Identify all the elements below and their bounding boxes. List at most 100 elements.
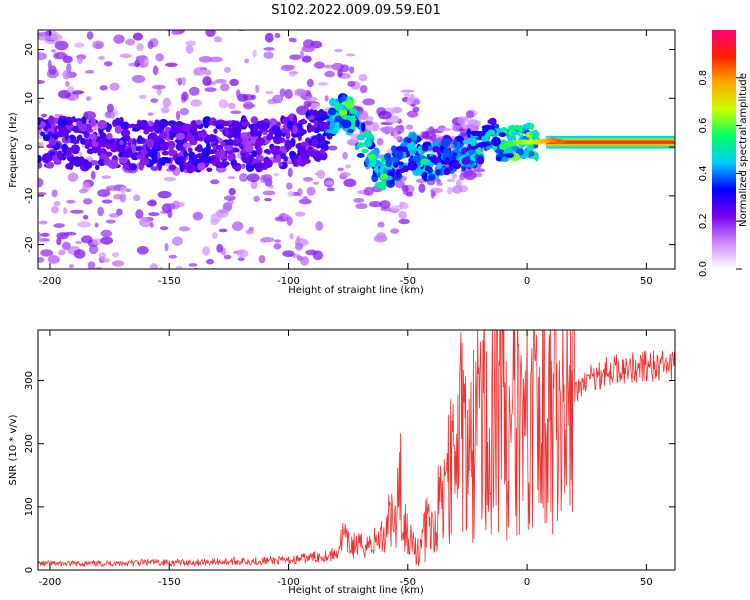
spectrogram-cell — [47, 255, 60, 264]
spectrogram-cell — [38, 31, 51, 37]
spectrogram-cell — [314, 119, 319, 128]
spectrogram-cell — [223, 67, 232, 73]
spectrogram-x-tick-label: -50 — [400, 276, 416, 287]
spectrogram-cell — [302, 195, 309, 205]
spectrogram-cell — [325, 128, 334, 134]
spectrogram-cell — [146, 138, 155, 149]
spectrogram-cell — [248, 226, 255, 232]
spectrogram-cell — [301, 240, 310, 245]
spectrogram-cell — [141, 216, 148, 223]
spectrogram-cell — [309, 22, 314, 28]
spectrogram-cell — [223, 195, 236, 201]
spectrogram-cell — [105, 219, 116, 224]
spectrogram-cell — [198, 55, 213, 63]
spectrogram-cell — [223, 254, 232, 260]
spectrogram-cell — [159, 131, 168, 140]
spectrogram-cell — [256, 131, 262, 138]
spectrogram-cell — [103, 258, 111, 263]
colorbar-tick-label: 0.2 — [698, 213, 709, 229]
spectrogram-cell — [398, 124, 404, 130]
spectrogram-cell — [188, 263, 198, 267]
spectrogram-y-tick-label: 0 — [24, 144, 35, 150]
spectrogram-cell — [451, 185, 463, 194]
spectrogram-cell — [120, 121, 130, 131]
spectrogram-cell — [160, 141, 170, 148]
spectrogram-cell — [297, 148, 304, 154]
spectrogram-cell — [149, 263, 159, 269]
spectrogram-cell — [279, 88, 286, 98]
spectrogram-cell — [175, 132, 186, 141]
spectrogram-cell — [147, 40, 154, 50]
spectrogram-cell — [66, 63, 72, 74]
spectrogram-y-tick-label: 20 — [24, 43, 35, 56]
spectrogram-cell — [376, 137, 384, 146]
spectrogram-cell — [395, 180, 405, 189]
spectrogram-cell — [262, 190, 276, 196]
spectrogram-cell — [461, 157, 470, 165]
spectrogram-cell — [38, 154, 42, 163]
spectrogram-cell — [401, 184, 409, 193]
spectrogram-hotspot — [368, 153, 377, 160]
spectrogram-cell — [143, 130, 150, 135]
spectrogram-cell — [308, 150, 314, 157]
spectrogram-cell — [356, 153, 365, 158]
spectrogram-cell — [210, 179, 220, 185]
spectrogram-cell — [51, 205, 59, 214]
spectrogram-cell — [99, 85, 108, 91]
spectrogram-cell — [466, 128, 471, 139]
spectrogram-cell — [263, 149, 271, 154]
spectrogram-cell — [136, 122, 146, 130]
spectrogram-hotspot — [339, 109, 348, 116]
spectrogram-cell — [82, 214, 89, 220]
spectrogram-cell — [100, 138, 108, 145]
spectrogram-cell — [82, 16, 92, 20]
spectrogram-cell — [88, 244, 99, 255]
spectrogram-cell — [80, 137, 86, 145]
spectrogram-cell — [37, 21, 43, 27]
spectrogram-cell — [38, 16, 51, 25]
spectrogram-cell — [47, 59, 52, 70]
spectrogram-cell — [513, 153, 520, 162]
spectrogram-cell — [185, 40, 197, 47]
spectrogram-cell — [66, 147, 72, 157]
spectrogram-cell — [209, 56, 223, 63]
spectrogram-cell — [264, 32, 274, 43]
spectrogram-cell — [77, 56, 83, 65]
spectrogram-cell — [349, 66, 355, 74]
spectrogram-cell — [181, 123, 192, 132]
spectrogram-cell — [97, 56, 105, 60]
spectrogram-cell — [192, 211, 203, 221]
spectrogram-cell — [137, 135, 143, 143]
spectrogram-cell — [61, 241, 71, 251]
spectrogram-cell — [188, 86, 200, 96]
spectrogram-cell — [273, 243, 282, 250]
spectrogram-cell — [359, 85, 368, 94]
spectrogram-cell — [78, 20, 91, 27]
spectrogram-cell — [435, 169, 441, 176]
spectrogram-cell — [218, 228, 228, 233]
spectrogram-cell — [556, 139, 565, 145]
spectrogram-cell — [150, 98, 159, 103]
snr-y-tick-label: 0 — [24, 567, 35, 573]
spectrogram-cell — [125, 188, 132, 192]
snr-y-tick-label: 100 — [24, 497, 35, 516]
spectrogram-cell — [214, 79, 227, 84]
spectrogram-cell — [42, 134, 51, 142]
spectrogram-cell — [264, 198, 272, 202]
spectrogram-cell — [122, 164, 129, 169]
spectrogram-cell — [325, 180, 334, 186]
spectrogram-cell — [341, 119, 352, 129]
spectrogram-cell — [188, 154, 198, 164]
spectrogram-cell — [163, 176, 177, 182]
spectrogram-cell — [486, 145, 491, 151]
spectrogram-cell — [266, 133, 274, 141]
spectrogram-cell — [253, 195, 260, 203]
spectrogram-cell — [174, 138, 184, 144]
spectrogram-cell — [64, 131, 69, 141]
spectrogram-cell — [274, 130, 283, 138]
spectrogram-cell — [161, 150, 170, 156]
spectrogram-cell — [105, 142, 111, 150]
spectrogram-cell — [263, 51, 274, 59]
spectrogram-cell — [179, 108, 190, 116]
spectrogram-cell — [405, 191, 414, 197]
